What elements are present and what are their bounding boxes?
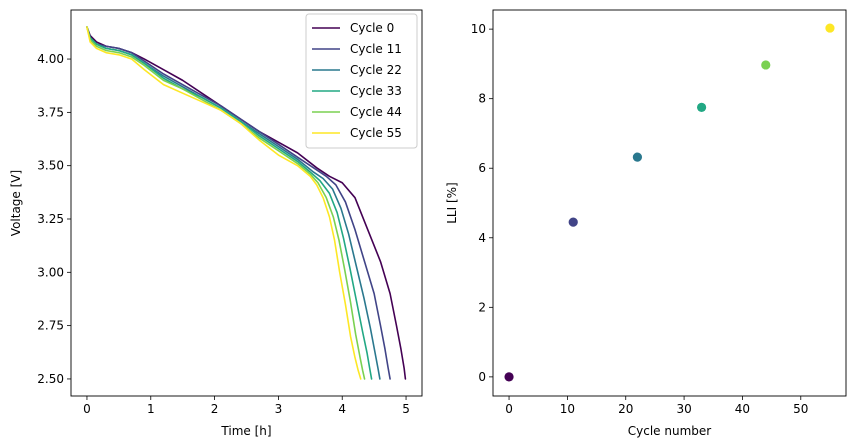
voltage-y-tick-label: 3.25 [37, 212, 64, 226]
scatter-point [504, 372, 514, 382]
scatter-point [696, 102, 707, 112]
lli-x-tick-label: 10 [560, 402, 575, 416]
lli-scatter-points [504, 23, 835, 382]
legend-box [305, 13, 418, 149]
lli-chart: 0 10 20 30 40 50 0 2 4 6 8 10 Cycle number LLI [%] [445, 9, 847, 438]
scatter-point [568, 217, 578, 227]
legend-label: Cycle 44 [350, 105, 402, 119]
voltage-y-tick-label: 4.00 [37, 52, 64, 66]
voltage-x-tick-label: 2 [211, 402, 219, 416]
legend-label: Cycle 0 [350, 21, 394, 35]
voltage-x-tick-label: 4 [338, 402, 346, 416]
voltage-plot-frame [70, 9, 423, 397]
lli-y-tick-label: 8 [478, 92, 486, 106]
lli-y-axis-label: LLI [%] [445, 182, 459, 224]
lli-y-tick-label: 4 [478, 231, 486, 245]
voltage-y-tick-label: 3.50 [37, 159, 64, 173]
voltage-y-tick-label: 3.75 [37, 105, 64, 119]
lli-y-tick-label: 2 [478, 300, 486, 314]
voltage-y-tick-label: 2.50 [37, 372, 64, 386]
voltage-x-tick-label: 1 [147, 402, 155, 416]
voltage-x-tick-label: 5 [402, 402, 410, 416]
series-line-cycle-4 [86, 26, 366, 380]
voltage-y-axis-label: Voltage [V] [9, 170, 23, 236]
scatter-point [632, 152, 643, 162]
voltage-chart: 0 1 2 3 4 5 2.50 2.75 3.00 3.25 3.50 3.75 4.00 Time… [9, 9, 423, 438]
voltage-y-axis: 2.50 2.75 3.00 3.25 3.50 3.75 4.00 [37, 52, 71, 386]
lli-x-tick-label: 40 [735, 402, 750, 416]
lli-y-tick-label: 10 [471, 22, 486, 36]
legend: Cycle 0 Cycle 11 Cycle 22 Cycle 33 Cycle 44 C… [305, 13, 418, 149]
lli-y-tick-label: 0 [478, 370, 486, 384]
series-line-cycle-1 [86, 26, 391, 380]
voltage-x-tick-label: 0 [83, 402, 91, 416]
lli-plot-frame [492, 9, 847, 397]
legend-label: Cycle 55 [350, 126, 402, 140]
lli-x-tick-label: 30 [676, 402, 691, 416]
scatter-point [761, 60, 771, 70]
legend-label: Cycle 33 [350, 84, 402, 98]
voltage-y-tick-label: 2.75 [37, 319, 64, 333]
lli-x-tick-label: 20 [618, 402, 633, 416]
lli-x-axis-label: Cycle number [628, 424, 712, 438]
lli-x-tick-label: 50 [793, 402, 808, 416]
legend-label: Cycle 11 [350, 42, 402, 56]
legend-label: Cycle 22 [350, 63, 402, 77]
lli-y-axis: 0 2 4 6 8 10 [471, 22, 493, 384]
voltage-x-axis: 0 1 2 3 4 5 [83, 396, 410, 416]
voltage-x-axis-label: Time [h] [220, 424, 271, 438]
series-line-cycle-5 [86, 26, 362, 380]
voltage-y-tick-label: 3.00 [37, 265, 64, 279]
voltage-series-lines [86, 26, 407, 380]
lli-x-axis: 0 10 20 30 40 50 [505, 396, 808, 416]
voltage-x-tick-label: 3 [275, 402, 283, 416]
lli-x-tick-label: 0 [505, 402, 513, 416]
lli-y-tick-label: 6 [478, 161, 486, 175]
scatter-point [825, 23, 835, 33]
series-line-cycle-3 [86, 26, 373, 380]
